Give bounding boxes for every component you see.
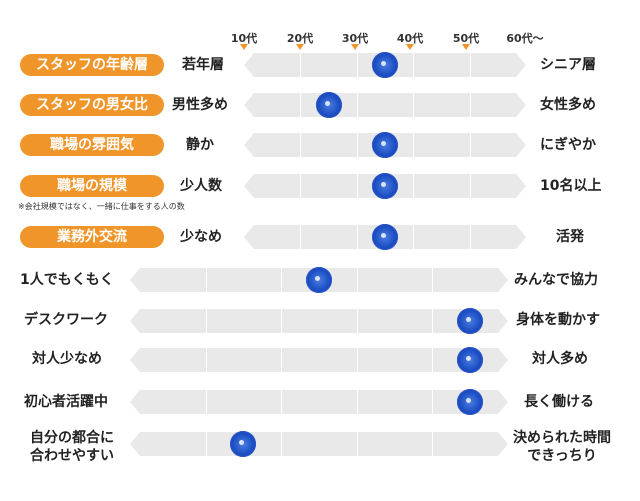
track-gridline [357,174,358,198]
indicator-dot [230,431,257,457]
right-label: 女性多め [540,97,596,113]
scale-label: 10代 [230,32,258,45]
slider-track [130,348,508,372]
indicator-dot [457,308,484,334]
right-label: 長く働ける [524,394,594,410]
indicator-dot [372,132,398,158]
indicator-dot [457,389,484,415]
right-label: 身体を動かす [516,312,600,328]
row-category-label: 職場の規模 [20,175,164,197]
track-gridline [470,133,471,157]
track-gridline [300,133,301,157]
scale-label: 30代 [341,32,369,45]
track-gridline [206,268,207,292]
track-gridline [357,93,358,117]
scale-marker-icon [296,44,304,50]
track-gridline [281,268,282,292]
track-gridline [357,133,358,157]
left-label: 1人でもくもく [20,272,114,288]
right-label: みんなで協力 [514,272,598,288]
track-gridline [432,268,433,292]
indicator-dot [457,347,484,373]
row-category-label: スタッフの男女比 [20,94,164,116]
scale-marker-icon [406,44,414,50]
scale-marker-icon [240,44,248,50]
scale-marker-icon [462,44,470,50]
track-gridline [300,225,301,249]
slider-track [244,93,526,117]
track-gridline [432,348,433,372]
left-label: 自分の都合に 合わせやすい [30,430,114,464]
track-gridline [357,390,358,414]
track-gridline [413,133,414,157]
track-gridline [413,174,414,198]
track-gridline [432,309,433,333]
track-gridline [413,53,414,77]
right-label: 活発 [556,229,584,245]
track-gridline [357,432,358,456]
track-gridline [357,268,358,292]
track-gridline [357,225,358,249]
left-label: デスクワーク [24,312,108,328]
track-gridline [206,432,207,456]
left-label: 若年層 [182,57,224,73]
right-label: シニア層 [540,57,596,73]
track-gridline [300,53,301,77]
indicator-dot [372,52,398,78]
scale-label: 20代 [286,32,314,45]
scale-label: 40代 [396,32,424,45]
scale-label: 50代 [452,32,480,45]
row-category-label: スタッフの年齢層 [20,54,164,76]
right-label: 10名以上 [540,178,602,194]
track-gridline [206,309,207,333]
indicator-dot [372,173,398,199]
slider-track [130,432,508,456]
left-label: 少人数 [180,178,222,194]
row-note: ※会社規模ではなく、一緒に仕事をする人の数 [18,202,185,211]
right-label: 決められた時間 できっちり [513,430,611,464]
track-gridline [413,93,414,117]
left-label: 男性多め [172,97,228,113]
indicator-dot [315,92,342,118]
row-category-label: 職場の雰囲気 [20,134,164,156]
track-gridline [470,225,471,249]
left-label: 少なめ [180,229,222,245]
right-label: にぎやか [540,137,596,153]
track-gridline [413,225,414,249]
track-gridline [206,390,207,414]
slider-track [130,390,508,414]
track-gridline [470,174,471,198]
track-gridline [281,309,282,333]
left-label: 静か [186,137,214,153]
track-gridline [206,348,207,372]
track-gridline [432,432,433,456]
track-gridline [357,53,358,77]
track-gridline [357,348,358,372]
track-gridline [281,348,282,372]
track-gridline [432,390,433,414]
left-label: 初心者活躍中 [24,394,108,410]
slider-track [130,309,508,333]
track-gridline [470,53,471,77]
age-scale: 10代 20代 30代 40代 50代 60代〜 [0,30,640,50]
indicator-dot [372,224,398,250]
track-gridline [357,309,358,333]
track-gridline [300,93,301,117]
track-gridline [470,93,471,117]
scale-marker-icon [351,44,359,50]
row-category-label: 業務外交流 [20,226,164,248]
left-label: 対人少なめ [32,351,102,367]
scale-label: 60代〜 [506,32,544,45]
track-gridline [281,432,282,456]
indicator-dot [306,267,332,293]
track-gridline [300,174,301,198]
right-label: 対人多め [532,351,588,367]
track-gridline [281,390,282,414]
